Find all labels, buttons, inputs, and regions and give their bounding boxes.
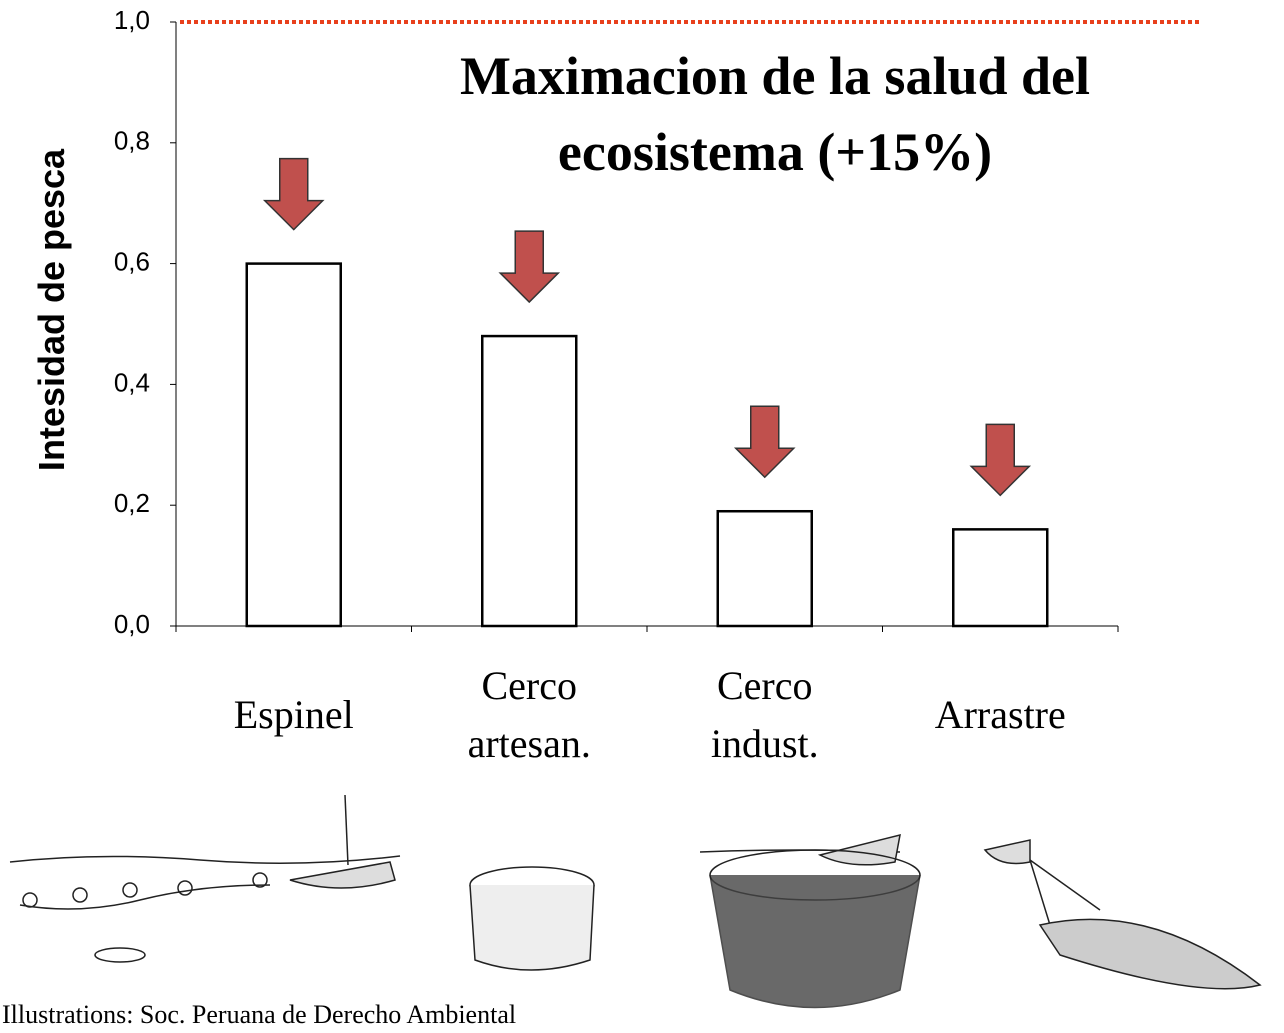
category-label: Espinel [194, 655, 394, 775]
y-tick-label: 0,8 [114, 126, 150, 156]
down-arrow [500, 231, 558, 302]
y-tick-label: 0,6 [114, 246, 150, 276]
down-arrow [971, 424, 1029, 495]
y-tick-label: 1,0 [114, 5, 150, 35]
bar [247, 264, 341, 626]
category-label: Cerco indust. [665, 655, 865, 775]
down-arrow [736, 406, 794, 477]
category-label: Cerco artesan. [429, 655, 629, 775]
bar [718, 511, 812, 626]
illustrations [10, 795, 1260, 1008]
chart-title: Maximacion de la salud del ecosistema (+… [360, 38, 1190, 190]
down-arrow [265, 159, 323, 230]
y-tick-label: 0,2 [114, 488, 150, 518]
y-axis-label: Intesidad de pesca [31, 149, 73, 471]
bar [953, 529, 1047, 626]
category-label: Arrastre [900, 655, 1100, 775]
credit: Illustrations: Soc. Peruana de Derecho A… [2, 1000, 516, 1030]
y-tick-label: 0,4 [114, 367, 150, 397]
page: 0,0 0,2 0,4 0,6 0,8 1,0 Maximacion de la salu… [0, 0, 1284, 1033]
bar [482, 336, 576, 626]
y-tick-label: 0,0 [114, 609, 150, 639]
